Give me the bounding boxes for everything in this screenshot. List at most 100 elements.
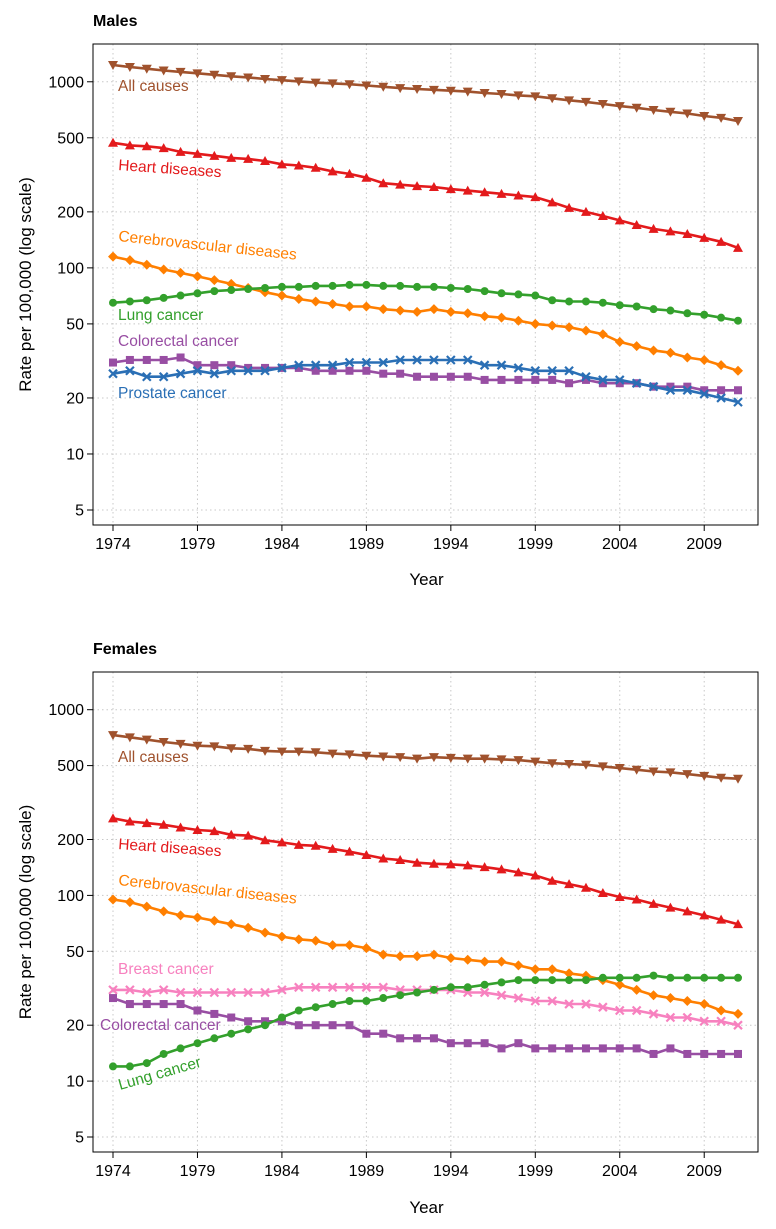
data-point	[209, 150, 220, 160]
data-point	[175, 368, 186, 379]
data-point	[665, 993, 676, 1004]
data-point	[378, 982, 389, 993]
females-panel: Females 5 10 20 50 100 200 500 1000 1974 1979 1984 1…	[16, 641, 759, 1217]
data-point	[631, 219, 642, 229]
data-point	[733, 117, 743, 127]
data-point	[310, 840, 321, 850]
data-point	[159, 1049, 168, 1058]
data-point	[717, 386, 726, 395]
data-point	[631, 765, 642, 775]
data-point	[244, 284, 253, 293]
data-point	[125, 985, 135, 995]
data-point	[141, 141, 152, 151]
data-point	[648, 345, 659, 356]
data-point	[227, 361, 236, 370]
data-point	[614, 102, 625, 112]
data-point	[699, 354, 710, 365]
data-point	[683, 309, 692, 318]
data-point	[462, 754, 473, 764]
data-point	[580, 206, 591, 216]
data-point	[209, 70, 220, 80]
data-point	[615, 1044, 624, 1053]
data-point	[345, 280, 354, 289]
data-point	[361, 301, 372, 312]
data-point	[564, 968, 575, 979]
data-point	[666, 973, 675, 982]
series-cerebrovascular-diseases	[108, 251, 743, 376]
data-point	[496, 755, 507, 765]
x-tick-label: 1989	[349, 536, 385, 553]
data-point	[395, 855, 406, 865]
data-point	[192, 741, 203, 751]
data-point	[682, 770, 693, 780]
series-all-causes	[108, 61, 743, 127]
data-point	[243, 922, 254, 933]
data-point	[479, 754, 490, 764]
data-point	[142, 1059, 151, 1068]
data-point	[158, 66, 169, 76]
y-tick-label: 200	[57, 832, 84, 849]
data-point	[327, 749, 338, 759]
data-point	[362, 1029, 371, 1038]
data-point	[615, 301, 624, 310]
y-tick-label: 200	[57, 204, 84, 221]
data-point	[682, 906, 693, 916]
data-point	[580, 325, 591, 336]
data-point	[514, 375, 523, 384]
data-point	[581, 297, 590, 306]
x-tick-label: 1999	[518, 536, 554, 553]
data-point	[497, 978, 506, 987]
data-point	[496, 864, 507, 874]
y-tick-label: 10	[66, 446, 84, 463]
data-point	[159, 355, 168, 364]
data-point	[445, 86, 456, 96]
data-point	[210, 1034, 219, 1043]
x-tick-label: 1974	[95, 536, 131, 553]
data-point	[327, 843, 338, 853]
data-point	[176, 353, 185, 362]
data-point	[413, 372, 422, 381]
data-point	[479, 987, 490, 998]
data-point	[648, 990, 659, 1001]
data-point	[108, 251, 118, 262]
data-point	[547, 365, 557, 376]
series-cerebrovascular-diseases	[108, 894, 743, 1019]
data-point	[413, 1034, 422, 1043]
data-point	[428, 753, 439, 763]
data-point	[631, 894, 642, 904]
data-point	[428, 949, 439, 960]
data-point	[311, 1003, 320, 1012]
data-point	[345, 366, 354, 375]
data-point	[480, 980, 489, 989]
data-point	[108, 894, 118, 905]
data-point	[378, 752, 389, 762]
data-point	[108, 137, 118, 147]
data-point	[649, 971, 658, 980]
data-point	[175, 987, 186, 998]
data-point	[378, 853, 389, 863]
data-point	[462, 954, 473, 965]
data-point	[598, 375, 608, 385]
y-tick-label: 5	[75, 1130, 84, 1147]
data-point	[361, 751, 372, 761]
data-point	[445, 306, 456, 317]
data-point	[614, 215, 625, 225]
data-point	[631, 378, 642, 388]
series-label: Lung cancer	[118, 307, 203, 324]
data-point	[682, 385, 693, 396]
data-point	[396, 991, 405, 1000]
data-point	[581, 1044, 590, 1053]
data-point	[124, 816, 135, 826]
data-point	[699, 910, 710, 920]
data-point	[293, 747, 304, 757]
data-point	[293, 160, 304, 170]
data-point	[141, 259, 152, 270]
data-point	[109, 994, 117, 1003]
data-point	[142, 987, 152, 998]
data-point	[108, 985, 118, 995]
data-point	[581, 375, 590, 384]
data-point	[244, 1017, 253, 1026]
x-tick-label: 1989	[349, 1163, 385, 1180]
data-point	[345, 1021, 354, 1030]
data-point	[446, 983, 455, 992]
